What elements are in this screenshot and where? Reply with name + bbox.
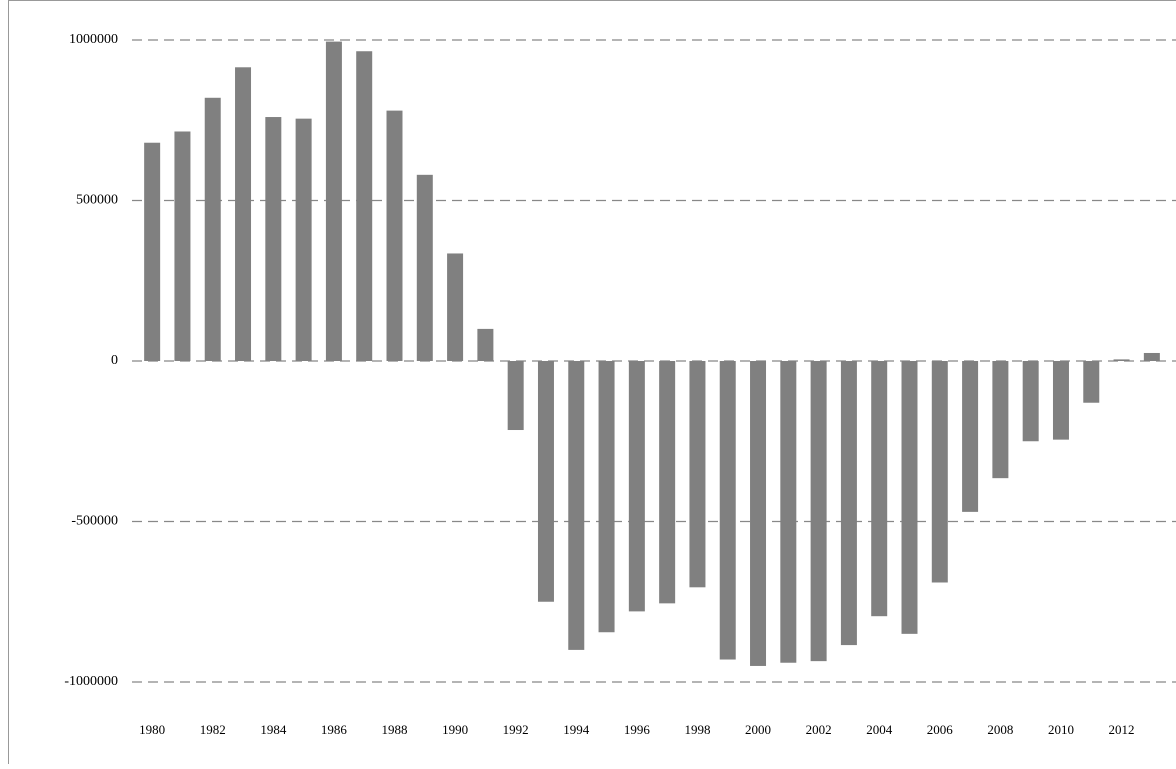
bar bbox=[174, 131, 190, 361]
bar bbox=[568, 361, 584, 650]
bar bbox=[1023, 361, 1039, 441]
x-tick-label: 1998 bbox=[684, 722, 710, 737]
bar bbox=[629, 361, 645, 611]
bar bbox=[689, 361, 705, 587]
bar bbox=[356, 51, 372, 361]
y-tick-label: -500000 bbox=[71, 514, 118, 529]
bar bbox=[447, 253, 463, 361]
bar bbox=[962, 361, 978, 512]
x-tick-label: 1994 bbox=[563, 722, 590, 737]
x-tick-label: 1980 bbox=[139, 722, 165, 737]
bar bbox=[144, 143, 160, 361]
x-tick-label: 1982 bbox=[200, 722, 226, 737]
x-tick-label: 2002 bbox=[806, 722, 832, 737]
x-tick-label: 1992 bbox=[503, 722, 529, 737]
bar bbox=[205, 98, 221, 361]
y-tick-label: 1000000 bbox=[69, 32, 118, 47]
x-tick-label: 2012 bbox=[1109, 722, 1135, 737]
bar bbox=[780, 361, 796, 663]
bar bbox=[902, 361, 918, 634]
bar bbox=[1053, 361, 1069, 440]
bar bbox=[871, 361, 887, 616]
bar bbox=[841, 361, 857, 645]
bar bbox=[1114, 359, 1130, 361]
bar bbox=[538, 361, 554, 602]
bar bbox=[508, 361, 524, 430]
bar bbox=[1144, 353, 1160, 361]
x-tick-label: 1996 bbox=[624, 722, 651, 737]
bar bbox=[1083, 361, 1099, 403]
bar bbox=[326, 42, 342, 361]
x-tick-label: 1986 bbox=[321, 722, 348, 737]
x-tick-label: 2000 bbox=[745, 722, 771, 737]
x-tick-label: 1988 bbox=[382, 722, 408, 737]
y-tick-label: 500000 bbox=[76, 193, 118, 208]
x-tick-label: 2006 bbox=[927, 722, 954, 737]
bar bbox=[932, 361, 948, 582]
y-tick-label: 0 bbox=[111, 353, 118, 368]
bar bbox=[750, 361, 766, 666]
x-tick-label: 1984 bbox=[260, 722, 287, 737]
y-tick-label: -1000000 bbox=[64, 674, 118, 689]
bar bbox=[477, 329, 493, 361]
bar bbox=[811, 361, 827, 661]
bar bbox=[265, 117, 281, 361]
bar bbox=[296, 119, 312, 361]
bar bbox=[417, 175, 433, 361]
x-tick-label: 1990 bbox=[442, 722, 468, 737]
x-tick-label: 2008 bbox=[987, 722, 1013, 737]
bar bbox=[387, 111, 403, 361]
bar bbox=[659, 361, 675, 603]
bar bbox=[599, 361, 615, 632]
bar bbox=[720, 361, 736, 660]
x-tick-label: 2004 bbox=[866, 722, 893, 737]
bar bbox=[235, 67, 251, 361]
bar bbox=[992, 361, 1008, 478]
x-tick-label: 2010 bbox=[1048, 722, 1074, 737]
